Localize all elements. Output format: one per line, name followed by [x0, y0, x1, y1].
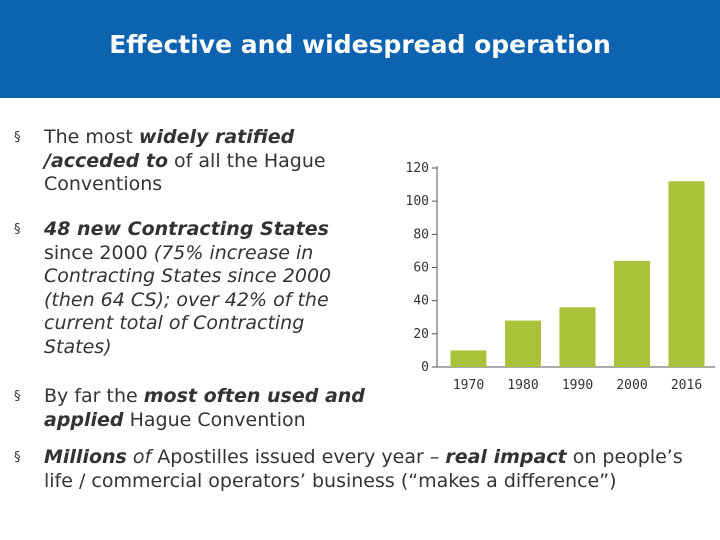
bullet-new-contracting-states: § 48 new Contracting States since 2000 (… [14, 218, 374, 359]
y-tick-label: 20 [413, 327, 429, 342]
x-tick-label: 1970 [453, 378, 484, 393]
bullet-marker: § [14, 130, 21, 145]
text-run: The most [44, 126, 139, 148]
bullet-text: By far the most often used and applied H… [44, 385, 414, 432]
bar-1970 [450, 350, 487, 367]
text-run: Apostilles issued every year – [151, 446, 446, 468]
y-tick-label: 80 [413, 227, 429, 242]
x-tick-label: 2016 [671, 378, 702, 393]
text-run: since 2000 [44, 241, 154, 264]
text-run: of [126, 446, 152, 468]
x-tick-label: 1980 [507, 378, 538, 393]
y-tick-label: 0 [421, 360, 429, 375]
x-tick-label: 2000 [616, 378, 647, 393]
bullet-most-used: § By far the most often used and applied… [14, 385, 414, 432]
text-run: of all the Hague Conventions [44, 149, 326, 196]
title-bar: Effective and widespread operation [0, 0, 720, 98]
y-tick-label: 120 [406, 161, 429, 176]
bullet-widely-ratified: § The most widely ratified /acceded to o… [14, 126, 374, 197]
text-run: real impact [445, 446, 567, 468]
y-tick-label: 60 [413, 261, 429, 276]
bar-2016 [668, 181, 705, 367]
bullet-text: 48 new Contracting States since 2000 (75… [44, 218, 374, 359]
bullet-marker: § [14, 389, 21, 404]
bullet-marker: § [14, 450, 21, 465]
bullet-text: The most widely ratified /acceded to of … [44, 126, 374, 197]
contracting-states-bar-chart: 0 20 40 60 80 100 120 1970 1980 1990 2000 2016 [406, 161, 715, 393]
bar-1980 [505, 320, 541, 367]
text-run: widely ratified /acceded to [44, 126, 295, 172]
text-run: (75% increase in Contracting States sinc… [44, 241, 332, 358]
bullet-marker: § [14, 222, 21, 237]
bar-2000 [614, 260, 650, 367]
text-run: 48 new Contracting States [44, 218, 329, 240]
text-run: most often used and applied [44, 385, 365, 431]
y-tick-label: 100 [406, 194, 429, 209]
y-tick-label: 40 [413, 294, 429, 309]
bullet-text: Millions of Apostilles issued every year… [44, 446, 704, 493]
text-run: Hague Convention [123, 408, 306, 431]
bullet-millions-apostilles: § Millions of Apostilles issued every ye… [14, 446, 704, 493]
x-tick-label: 1990 [562, 378, 593, 393]
text-run: on people’s life / commercial operators’… [44, 446, 683, 492]
bar-1990 [559, 307, 596, 367]
text-run: By far the [44, 385, 144, 407]
slide-title: Effective and widespread operation [109, 30, 611, 59]
text-run: Millions [44, 446, 127, 468]
